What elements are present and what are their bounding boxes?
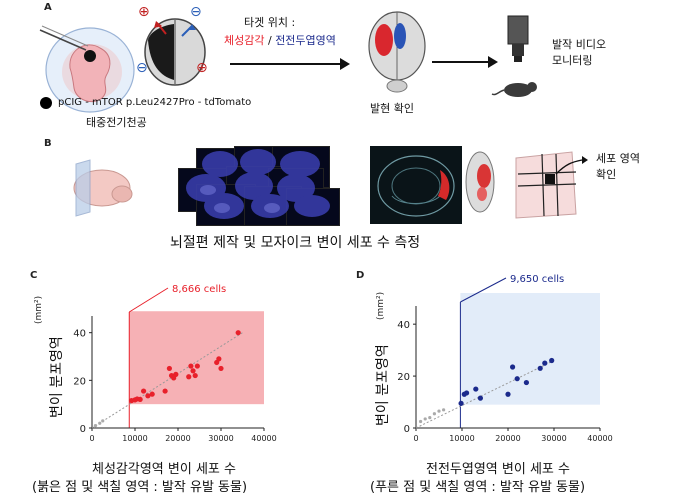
x-tick-label: 10000 bbox=[122, 434, 147, 443]
cell-area-label-1: 세포 영역 bbox=[596, 152, 640, 165]
data-point bbox=[188, 363, 194, 369]
electroporation-label: 태중전기천공 bbox=[86, 116, 147, 129]
data-point bbox=[149, 391, 155, 397]
y-tick-label: 0 bbox=[80, 424, 86, 435]
target-somatosensory: 체성감각 bbox=[224, 34, 265, 47]
y-tick-label: 40 bbox=[397, 320, 410, 331]
data-point bbox=[101, 419, 105, 423]
data-point bbox=[141, 388, 147, 394]
x-tick-label: 0 bbox=[89, 434, 94, 443]
electrode-minus-icon: ⊖ bbox=[190, 4, 202, 20]
data-point bbox=[194, 363, 200, 369]
arrow-right-icon bbox=[432, 56, 498, 68]
trend-line bbox=[91, 332, 243, 429]
data-point bbox=[428, 416, 432, 420]
target-separator: / bbox=[264, 34, 276, 47]
arrow-right-icon bbox=[230, 58, 350, 70]
target-position-label: 타겟 위치 : bbox=[244, 16, 296, 29]
data-point bbox=[432, 412, 436, 416]
panel-letter-b: B bbox=[44, 138, 52, 149]
shaded-region bbox=[129, 311, 264, 405]
video-monitoring-label-1: 발작 비디오 bbox=[552, 38, 607, 51]
data-point bbox=[523, 379, 530, 386]
construct-label: pCIG - mTOR p.Leu2427Pro - tdTomato bbox=[58, 97, 252, 108]
x-tick-label: 30000 bbox=[208, 434, 233, 443]
embryo-electroporation-illustration bbox=[39, 25, 135, 113]
x-tick-label: 30000 bbox=[541, 434, 566, 443]
data-point bbox=[98, 421, 102, 425]
x-tick-label: 40000 bbox=[251, 434, 276, 443]
expressed-brain-illustration bbox=[368, 11, 426, 93]
y-tick-label: 40 bbox=[73, 329, 86, 340]
data-point bbox=[464, 390, 470, 396]
electrode-plus-icon: ⊕ bbox=[138, 4, 150, 20]
x-tick-label: 0 bbox=[413, 434, 418, 443]
mosaic-brain-slice-overlay bbox=[377, 155, 455, 217]
data-point bbox=[549, 357, 555, 364]
x-tick-label: 10000 bbox=[449, 434, 474, 443]
video-monitoring-label-2: 모니터링 bbox=[552, 54, 593, 67]
data-point bbox=[166, 365, 172, 372]
data-point bbox=[477, 395, 483, 401]
brain-slice-stack-overlay bbox=[186, 149, 330, 219]
trend-line bbox=[415, 360, 555, 429]
brain-electrode-illustration bbox=[144, 18, 206, 86]
target-regions: 체성감각 / 전전두엽영역 bbox=[224, 32, 336, 48]
cell-area-grid-illustration bbox=[515, 151, 588, 219]
x-tick-label: 40000 bbox=[587, 434, 612, 443]
threshold-label: 8,666 cells bbox=[172, 284, 226, 295]
y-tick-label: 20 bbox=[397, 372, 410, 383]
data-point bbox=[458, 400, 464, 406]
data-point bbox=[192, 372, 198, 379]
camera-icon bbox=[507, 15, 529, 62]
data-point bbox=[419, 419, 423, 424]
data-point bbox=[216, 356, 222, 362]
chart-d-caption-1: 전전두엽영역 변이 세포 수 bbox=[426, 462, 570, 477]
data-point bbox=[542, 360, 548, 366]
electrode-minus-icon: ⊖ bbox=[136, 60, 148, 76]
shaded-region bbox=[460, 293, 600, 405]
x-tick-label: 20000 bbox=[495, 434, 520, 443]
data-point bbox=[137, 396, 143, 403]
data-point bbox=[162, 388, 168, 394]
chart-c-caption-1: 체성감각영역 변이 세포 수 bbox=[92, 462, 236, 477]
data-point bbox=[171, 375, 177, 381]
y-tick-label: 0 bbox=[404, 424, 410, 435]
data-point bbox=[505, 391, 511, 397]
brain-region-illustration bbox=[465, 151, 495, 213]
data-point bbox=[537, 365, 543, 371]
chart-c-caption-2: (붉은 점 및 색칠 영역 : 발작 유발 동물) bbox=[32, 480, 248, 495]
data-point bbox=[437, 409, 441, 413]
y-tick-label: 20 bbox=[73, 376, 86, 387]
threshold-callout-line bbox=[460, 277, 507, 303]
data-point bbox=[145, 393, 151, 399]
data-point bbox=[93, 424, 98, 428]
mouse-icon bbox=[491, 82, 537, 97]
electrode-plus-icon: ⊕ bbox=[196, 60, 208, 76]
expression-check-label: 발현 확인 bbox=[370, 102, 414, 115]
cell-area-label-2: 확인 bbox=[596, 168, 617, 181]
data-point bbox=[423, 417, 427, 421]
panel-letter-d: D bbox=[356, 270, 365, 281]
data-point bbox=[442, 408, 446, 412]
target-prefrontal: 전전두엽영역 bbox=[275, 34, 336, 47]
threshold-callout-line bbox=[129, 287, 169, 313]
data-point bbox=[473, 386, 479, 392]
data-point bbox=[186, 374, 192, 380]
chart-d-caption-2: (푸른 점 및 색칠 영역 : 발작 유발 동물) bbox=[370, 480, 586, 495]
data-point bbox=[235, 330, 241, 336]
data-point bbox=[218, 365, 224, 372]
data-point bbox=[190, 368, 196, 374]
panel-letter-c: C bbox=[30, 270, 38, 281]
panel-letter-a: A bbox=[44, 2, 52, 13]
brain-slicing-illustration bbox=[73, 159, 133, 217]
threshold-label: 9,650 cells bbox=[510, 274, 564, 285]
construct-dot-icon bbox=[40, 97, 52, 109]
data-point bbox=[509, 364, 516, 370]
data-point bbox=[514, 376, 520, 382]
panel-b-caption: 뇌절편 제작 및 모자이크 변이 세포 수 측정 bbox=[170, 235, 421, 251]
x-tick-label: 20000 bbox=[165, 434, 190, 443]
